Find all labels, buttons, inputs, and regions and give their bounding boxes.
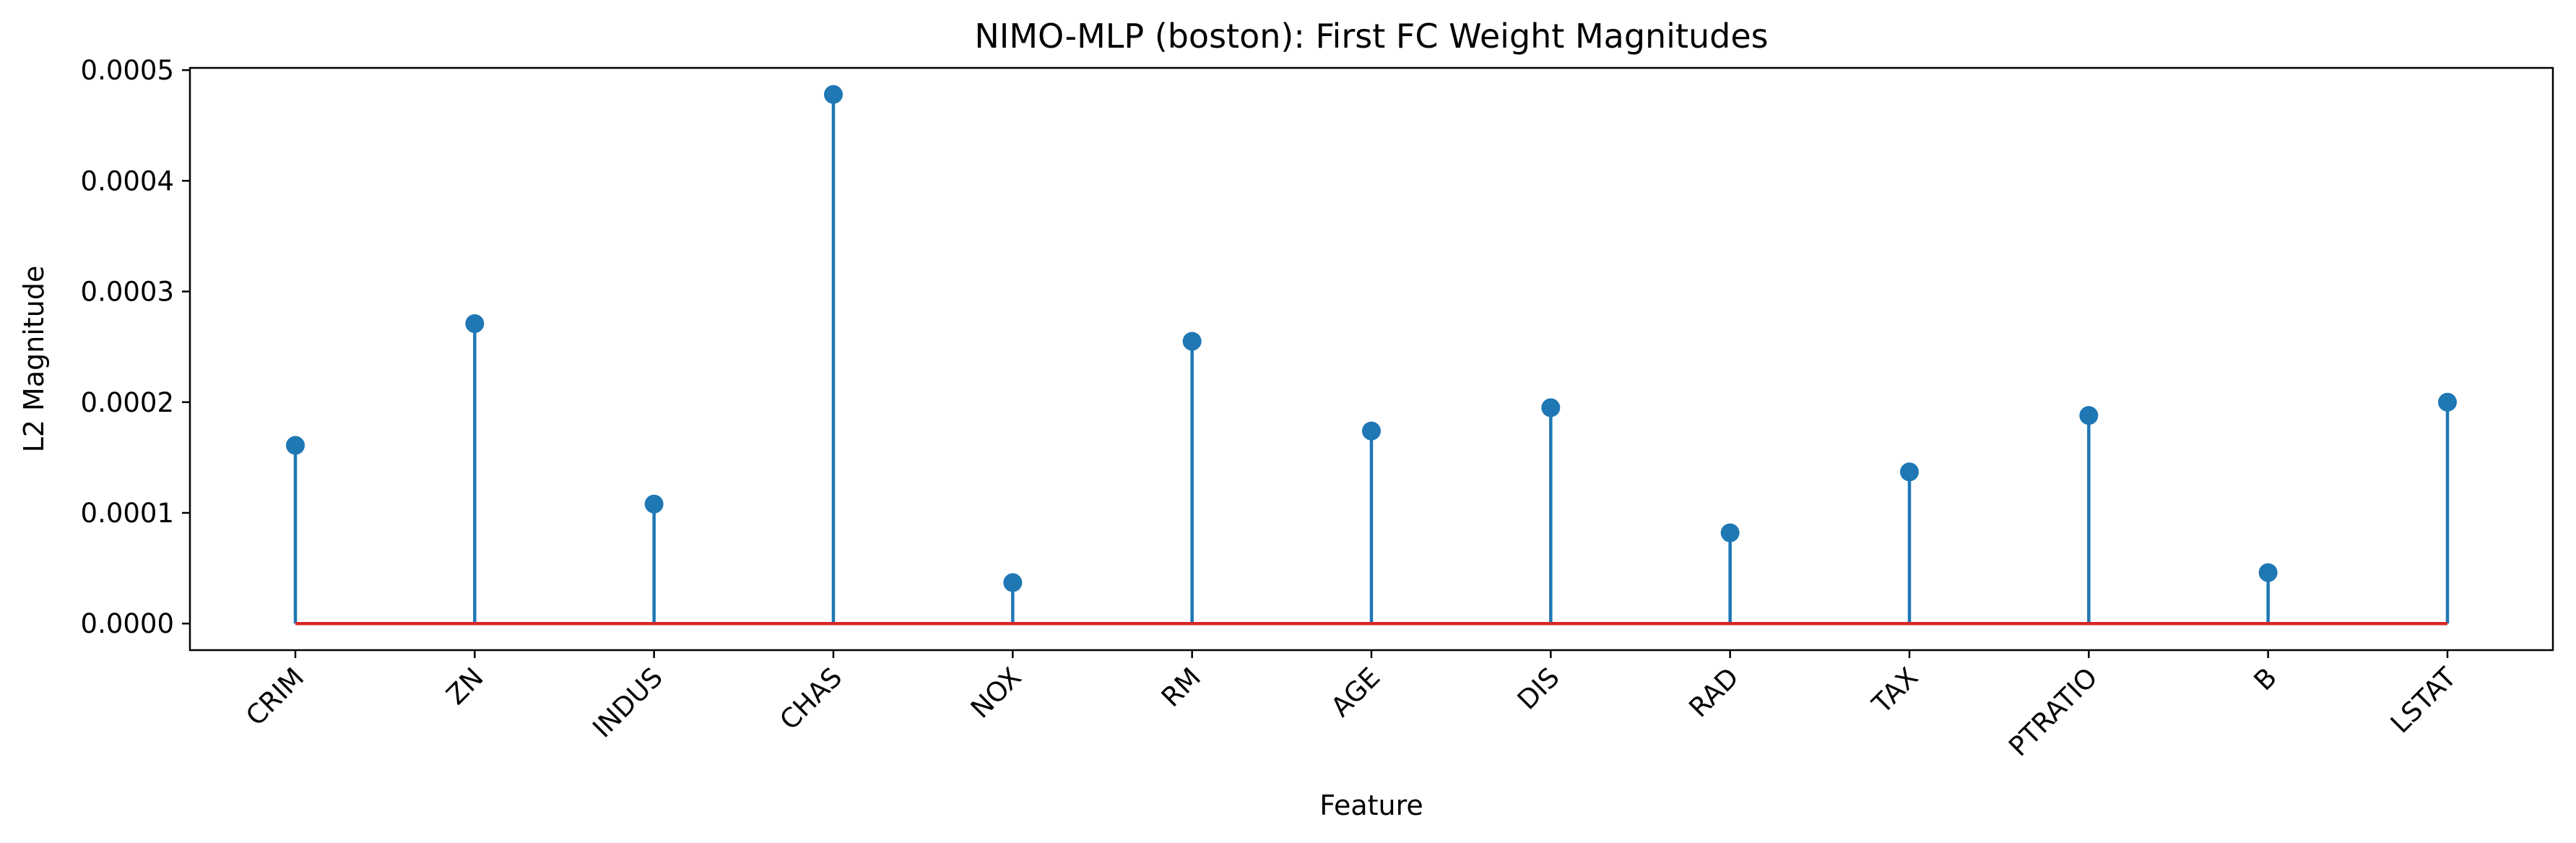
plot-area: [286, 85, 2457, 626]
x-tick-label: RAD: [1683, 662, 1745, 724]
stem-marker: [465, 314, 485, 333]
stem-marker: [2258, 563, 2278, 582]
y-tick-label: 0.0005: [81, 55, 174, 86]
x-tick-label: DIS: [1512, 662, 1566, 716]
stem-marker: [1720, 523, 1740, 542]
y-tick-label: 0.0001: [81, 498, 174, 529]
y-axis: 0.0000 0.0001 0.0002 0.0003 0.0004 0.0005: [81, 55, 190, 639]
x-tick-label: PTRATIO: [2003, 662, 2103, 762]
x-tick-label: TAX: [1865, 662, 1924, 720]
x-axis: CRIM ZN INDUS CHAS NOX RM AGE DIS RAD TAX PTRATIO B…: [240, 650, 2463, 762]
x-tick-label: AGE: [1325, 662, 1387, 723]
chart-title: NIMO-MLP (boston): First FC Weight Magni…: [974, 17, 1768, 56]
stem-marker: [1900, 462, 1919, 482]
stem-marker: [644, 494, 664, 514]
y-axis-label: L2 Magnitude: [18, 266, 50, 453]
y-tick-label: 0.0000: [81, 608, 174, 639]
x-tick-label: CRIM: [240, 662, 310, 732]
x-tick-label: LSTAT: [2385, 662, 2463, 740]
stem-marker: [1003, 573, 1023, 592]
x-tick-label: NOX: [965, 662, 1028, 725]
x-tick-label: CHAS: [774, 662, 849, 736]
stem-marker: [286, 436, 305, 455]
stem-marker: [2438, 392, 2457, 412]
stem-marker: [1182, 332, 1202, 351]
x-tick-label: ZN: [441, 662, 490, 711]
stem-marker: [824, 85, 843, 104]
y-tick-label: 0.0002: [81, 387, 174, 418]
x-tick-label: RM: [1155, 662, 1207, 713]
stem-marker: [2079, 406, 2099, 425]
stem-marker: [1362, 421, 1381, 441]
stem-marker: [1541, 398, 1561, 418]
y-tick-label: 0.0004: [81, 165, 174, 196]
x-tick-label: INDUS: [586, 662, 669, 744]
x-axis-label: Feature: [1319, 790, 1423, 821]
x-tick-label: B: [2248, 662, 2283, 696]
y-tick-label: 0.0003: [81, 277, 174, 308]
